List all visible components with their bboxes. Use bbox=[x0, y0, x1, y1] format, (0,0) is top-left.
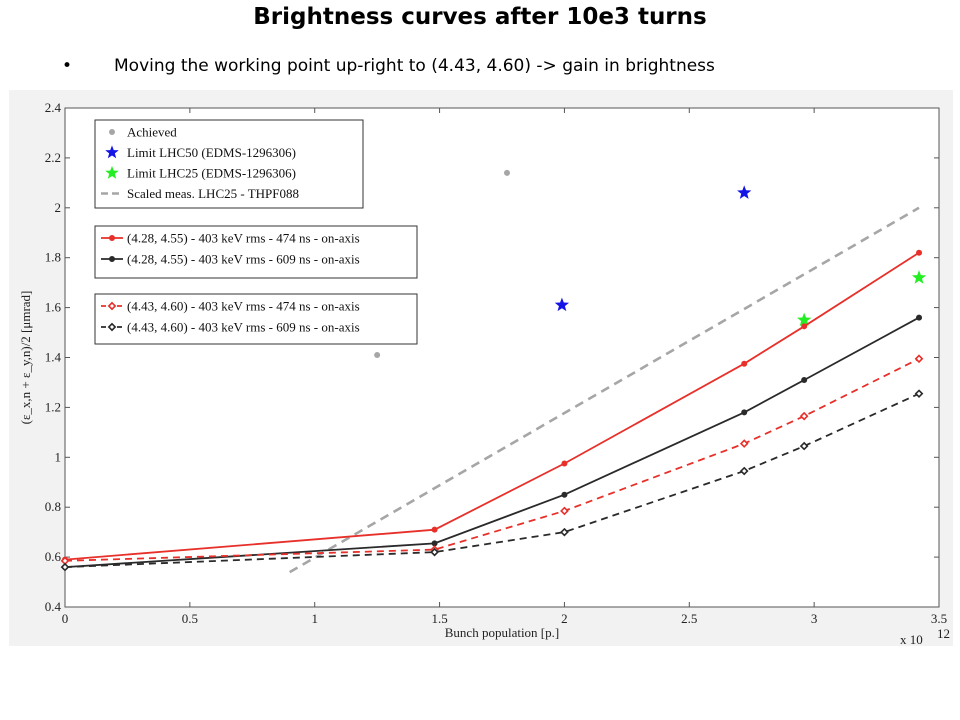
x-tick-label: 0.5 bbox=[182, 611, 198, 626]
legend-marker-swatch bbox=[107, 301, 117, 311]
y-tick-label: 1.6 bbox=[45, 300, 62, 315]
x-tick-label: 0 bbox=[62, 611, 69, 626]
y-tick-label: 2.4 bbox=[45, 100, 62, 115]
legend-item: (4.43, 4.60) - 403 keV rms - 609 ns - on… bbox=[101, 320, 360, 335]
data-point bbox=[911, 270, 927, 284]
bullet-text: Moving the working point up-right to (4.… bbox=[114, 56, 715, 76]
data-point bbox=[914, 389, 924, 399]
legend-item: Achieved bbox=[109, 125, 177, 140]
data-point bbox=[739, 466, 749, 476]
y-tick-label: 2.2 bbox=[45, 150, 61, 165]
legend-box-2: (4.43, 4.60) - 403 keV rms - 474 ns - on… bbox=[94, 293, 418, 345]
data-point bbox=[560, 506, 569, 516]
x-tick-label: 3.5 bbox=[931, 611, 947, 626]
data-point bbox=[560, 527, 569, 537]
series-line bbox=[64, 251, 920, 561]
axis-ticks: 0.4 0.6 0.8 1 1.2 1.4 1.6 1.8 2 2.2 2.4 0 0.5 1 1.5 2 2.… bbox=[45, 100, 947, 626]
legend-label: Achieved bbox=[127, 125, 177, 140]
data-point bbox=[60, 562, 70, 572]
data-point bbox=[431, 526, 438, 533]
data-point bbox=[799, 411, 809, 421]
slide-title: Brightness curves after 10e3 turns bbox=[253, 4, 707, 30]
legend-marker-swatch bbox=[105, 165, 119, 179]
x-tick-label: 2 bbox=[561, 611, 568, 626]
legend-item: (4.43, 4.60) - 403 keV rms - 474 ns - on… bbox=[101, 299, 360, 314]
data-point bbox=[801, 323, 808, 330]
y-axis-label: (ε_x,n + ε_y,n)/2 [μmrad] bbox=[18, 291, 33, 425]
y-tick-label: 0.8 bbox=[45, 499, 61, 514]
legend-box-0: Achieved Limit LHC50 (EDMS-1296306) Limit … bbox=[94, 119, 364, 209]
x-axis-exponent: x 10 bbox=[900, 632, 923, 647]
series-3 bbox=[289, 206, 920, 574]
legend-label: (4.28, 4.55) - 403 keV rms - 474 ns - on… bbox=[127, 231, 360, 246]
data-point bbox=[741, 409, 748, 416]
x-axis-exponent-power: 12 bbox=[937, 626, 950, 641]
data-point bbox=[430, 547, 439, 557]
y-tick-label: 0.6 bbox=[45, 549, 62, 564]
legend-frame bbox=[94, 225, 418, 279]
data-point bbox=[431, 540, 438, 547]
legend-item: Limit LHC25 (EDMS-1296306) bbox=[105, 166, 296, 181]
legend-label: (4.28, 4.55) - 403 keV rms - 609 ns - on… bbox=[127, 252, 360, 267]
legend-box-1: (4.28, 4.55) - 403 keV rms - 474 ns - on… bbox=[94, 225, 418, 279]
series-1 bbox=[554, 185, 752, 312]
data-point bbox=[561, 460, 568, 467]
y-tick-label: 1 bbox=[55, 449, 62, 464]
data-point bbox=[916, 249, 923, 256]
data-point bbox=[741, 360, 748, 367]
legend-label: (4.43, 4.60) - 403 keV rms - 474 ns - on… bbox=[127, 299, 360, 314]
legend-item: Limit LHC50 (EDMS-1296306) bbox=[105, 145, 296, 160]
data-point bbox=[801, 376, 808, 383]
data-point bbox=[916, 314, 923, 321]
data-point bbox=[503, 169, 510, 176]
series-line bbox=[289, 206, 920, 574]
data-point bbox=[374, 352, 381, 359]
legend-frame bbox=[94, 119, 364, 209]
data-point bbox=[737, 185, 752, 199]
legend-item: Scaled meas. LHC25 - THPF088 bbox=[101, 186, 299, 201]
data-point bbox=[797, 312, 812, 327]
y-tick-label: 2 bbox=[55, 200, 62, 215]
series-line bbox=[64, 357, 920, 562]
y-tick-label: 1.8 bbox=[45, 250, 61, 265]
y-tick-label: 1.2 bbox=[45, 399, 61, 414]
bullet-marker: • bbox=[62, 56, 73, 76]
x-tick-label: 3 bbox=[811, 611, 818, 626]
legend-label: Limit LHC50 (EDMS-1296306) bbox=[127, 145, 296, 160]
data-point bbox=[561, 491, 568, 498]
data-point bbox=[739, 439, 749, 448]
legend-label: Limit LHC25 (EDMS-1296306) bbox=[127, 166, 296, 181]
legend-marker-swatch bbox=[109, 256, 115, 262]
legend-item: (4.28, 4.55) - 403 keV rms - 609 ns - on… bbox=[101, 252, 360, 267]
x-tick-label: 2.5 bbox=[681, 611, 697, 626]
series-2 bbox=[797, 270, 927, 327]
series-line bbox=[64, 316, 920, 568]
legend-label: (4.43, 4.60) - 403 keV rms - 609 ns - on… bbox=[127, 320, 360, 335]
x-tick-label: 1.5 bbox=[431, 611, 447, 626]
legend-label: Scaled meas. LHC25 - THPF088 bbox=[127, 186, 299, 201]
legend-marker-swatch bbox=[105, 145, 119, 159]
series-4 bbox=[62, 249, 923, 563]
legend-marker-swatch bbox=[109, 235, 115, 241]
data-point bbox=[914, 354, 924, 364]
legend-frame bbox=[94, 293, 418, 345]
x-tick-label: 1 bbox=[311, 611, 318, 626]
series-7 bbox=[60, 389, 924, 572]
x-axis-label: Bunch population [p.] bbox=[445, 625, 559, 640]
series-0 bbox=[374, 169, 510, 359]
data-point bbox=[799, 441, 809, 451]
y-tick-label: 1.4 bbox=[45, 350, 62, 365]
y-tick-label: 0.4 bbox=[45, 599, 62, 614]
legend-marker-swatch bbox=[107, 322, 117, 332]
legend-item: (4.28, 4.55) - 403 keV rms - 474 ns - on… bbox=[101, 231, 360, 246]
data-point bbox=[554, 297, 570, 312]
legend-marker-swatch bbox=[109, 129, 115, 135]
